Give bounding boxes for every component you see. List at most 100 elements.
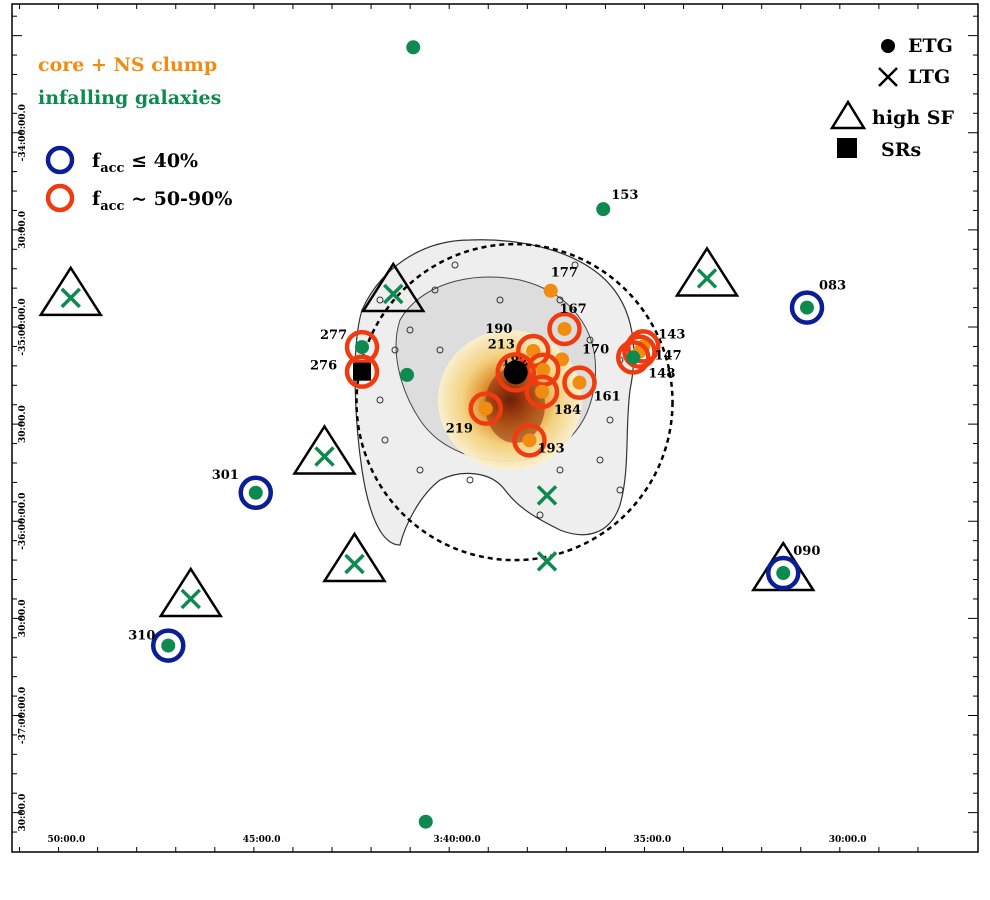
galaxy-id-label: 213	[488, 337, 515, 352]
legend-cross-label: LTG	[908, 66, 950, 88]
galaxy-id-label: 193	[538, 441, 565, 456]
high-facc-ring	[547, 311, 582, 347]
y-tick-label: 30:00.0	[18, 211, 28, 249]
high-sf-triangle	[292, 424, 357, 475]
ltg-cross	[180, 588, 201, 610]
high-facc-ring	[344, 329, 380, 365]
ltg-cross	[696, 268, 718, 289]
legend-high-facc-label: facc ~ 50-90%	[92, 188, 232, 214]
legend-square-label: SRs	[881, 139, 921, 161]
etg-point	[557, 321, 572, 336]
etg-point	[572, 375, 587, 390]
etg-point	[406, 40, 421, 55]
etg-point	[776, 566, 791, 581]
legend-infall-label: infalling galaxies	[38, 87, 221, 109]
legend-circle-label: ETG	[908, 35, 953, 57]
y-axis-ticks: -33:30:-34:00:00.030:00.0-35:00:00.030:0…	[18, 104, 28, 832]
core-contour-speck	[596, 456, 604, 464]
core-contour-speck	[436, 346, 444, 354]
legend-ltg-marker	[878, 67, 898, 87]
cluster-core-image	[354, 239, 674, 562]
core-contour-speck	[431, 286, 439, 294]
high-sf-triangle	[360, 261, 426, 313]
virial-radius-circle	[355, 242, 674, 562]
galaxy-id-label: 143	[658, 327, 685, 342]
galaxy-id-label: 148	[648, 366, 675, 381]
galaxy-id-label: 177	[551, 266, 578, 281]
etg-point	[522, 433, 537, 448]
legend-high-facc-ring	[45, 183, 75, 213]
ltg-cross	[60, 287, 81, 309]
core-contour-speck	[451, 261, 459, 269]
galaxy-id-label: 090	[793, 544, 820, 559]
etg-point	[596, 202, 611, 217]
high-facc-ring	[622, 334, 657, 369]
core-contour-speck	[376, 396, 384, 404]
y-tick-label: 30:00.0	[18, 794, 28, 832]
galaxy-id-label: 170	[582, 342, 609, 357]
high-facc-ring	[468, 391, 503, 426]
etg-point	[355, 340, 369, 355]
legend-low-facc-label: facc ≤ 40%	[92, 150, 198, 176]
y-tick-label: -35:00:00.0	[18, 298, 28, 355]
high-facc-ring	[524, 374, 560, 409]
core-contour-speck	[406, 326, 414, 334]
y-tick-label: -37:00:00.0	[18, 687, 28, 744]
low-facc-ring	[766, 555, 801, 591]
sr-central-marker	[503, 360, 528, 385]
high-facc-ring	[495, 352, 536, 393]
ltg-cross	[314, 446, 335, 467]
etg-point	[418, 814, 433, 829]
core-contour-speck	[616, 486, 624, 494]
galaxy-id-label: 147	[655, 349, 682, 364]
etg-point	[478, 401, 493, 416]
ltg-cross	[536, 485, 558, 506]
etg-point	[161, 638, 176, 653]
ltg-cross	[383, 283, 404, 305]
y-tick-label: -34:00:00.0	[18, 104, 28, 161]
core-contour-speck	[556, 296, 564, 304]
galaxy-id-label: 190	[485, 322, 512, 337]
legend-highsf-marker	[829, 99, 867, 130]
etg-point	[543, 283, 558, 298]
high-sf-triangle	[158, 566, 224, 618]
core-contour-speck	[416, 466, 424, 474]
galaxy-id-label: 301	[212, 468, 239, 483]
legend-low-facc-ring	[45, 145, 75, 175]
galaxy-id-label: 277	[320, 328, 347, 343]
etg-point	[800, 300, 814, 315]
y-tick-label: -36:00:00.0	[18, 493, 28, 550]
high-sf-triangle	[674, 246, 740, 297]
core-contour-speck	[571, 261, 579, 269]
core-contour-speck	[381, 436, 389, 444]
galaxy-id-label: 167	[560, 302, 587, 317]
high-facc-ring	[616, 340, 651, 375]
low-facc-ring	[789, 290, 825, 325]
x-axis-ticks: 50:00.0 45:00.0 3:40:00.0 35:00.0 30:00.0	[47, 835, 866, 845]
plot-border	[11, 3, 979, 853]
core-contour-speck	[391, 346, 399, 354]
legend-triangle-label: high SF	[872, 107, 954, 129]
core-contour-speck	[606, 416, 614, 424]
etg-point	[626, 350, 641, 365]
x-tick-label: 3:40:00.0	[433, 835, 480, 845]
etg-point	[248, 485, 263, 500]
x-tick-label: 35:00.0	[633, 835, 671, 845]
galaxy-id-label: 219	[446, 422, 473, 437]
x-tick-label: 45:00.0	[243, 835, 281, 845]
core-contour-speck	[376, 296, 384, 304]
galaxy-id-label: 310	[128, 629, 155, 644]
legend-sr-marker	[837, 138, 857, 158]
x-tick-label: 30:00.0	[829, 835, 867, 845]
legend-core-label: core + NS clump	[38, 54, 217, 76]
plot-frame	[11, 3, 979, 853]
core-contour-speck	[586, 336, 594, 344]
ltg-cross	[536, 551, 558, 572]
etg-point	[400, 367, 414, 382]
high-facc-ring	[562, 365, 597, 400]
legend: core + NS clump infalling galaxies facc …	[38, 35, 954, 214]
core-contour-speck	[536, 511, 544, 519]
sr-square	[353, 362, 371, 381]
y-tick-label: 30:00.0	[18, 405, 28, 443]
